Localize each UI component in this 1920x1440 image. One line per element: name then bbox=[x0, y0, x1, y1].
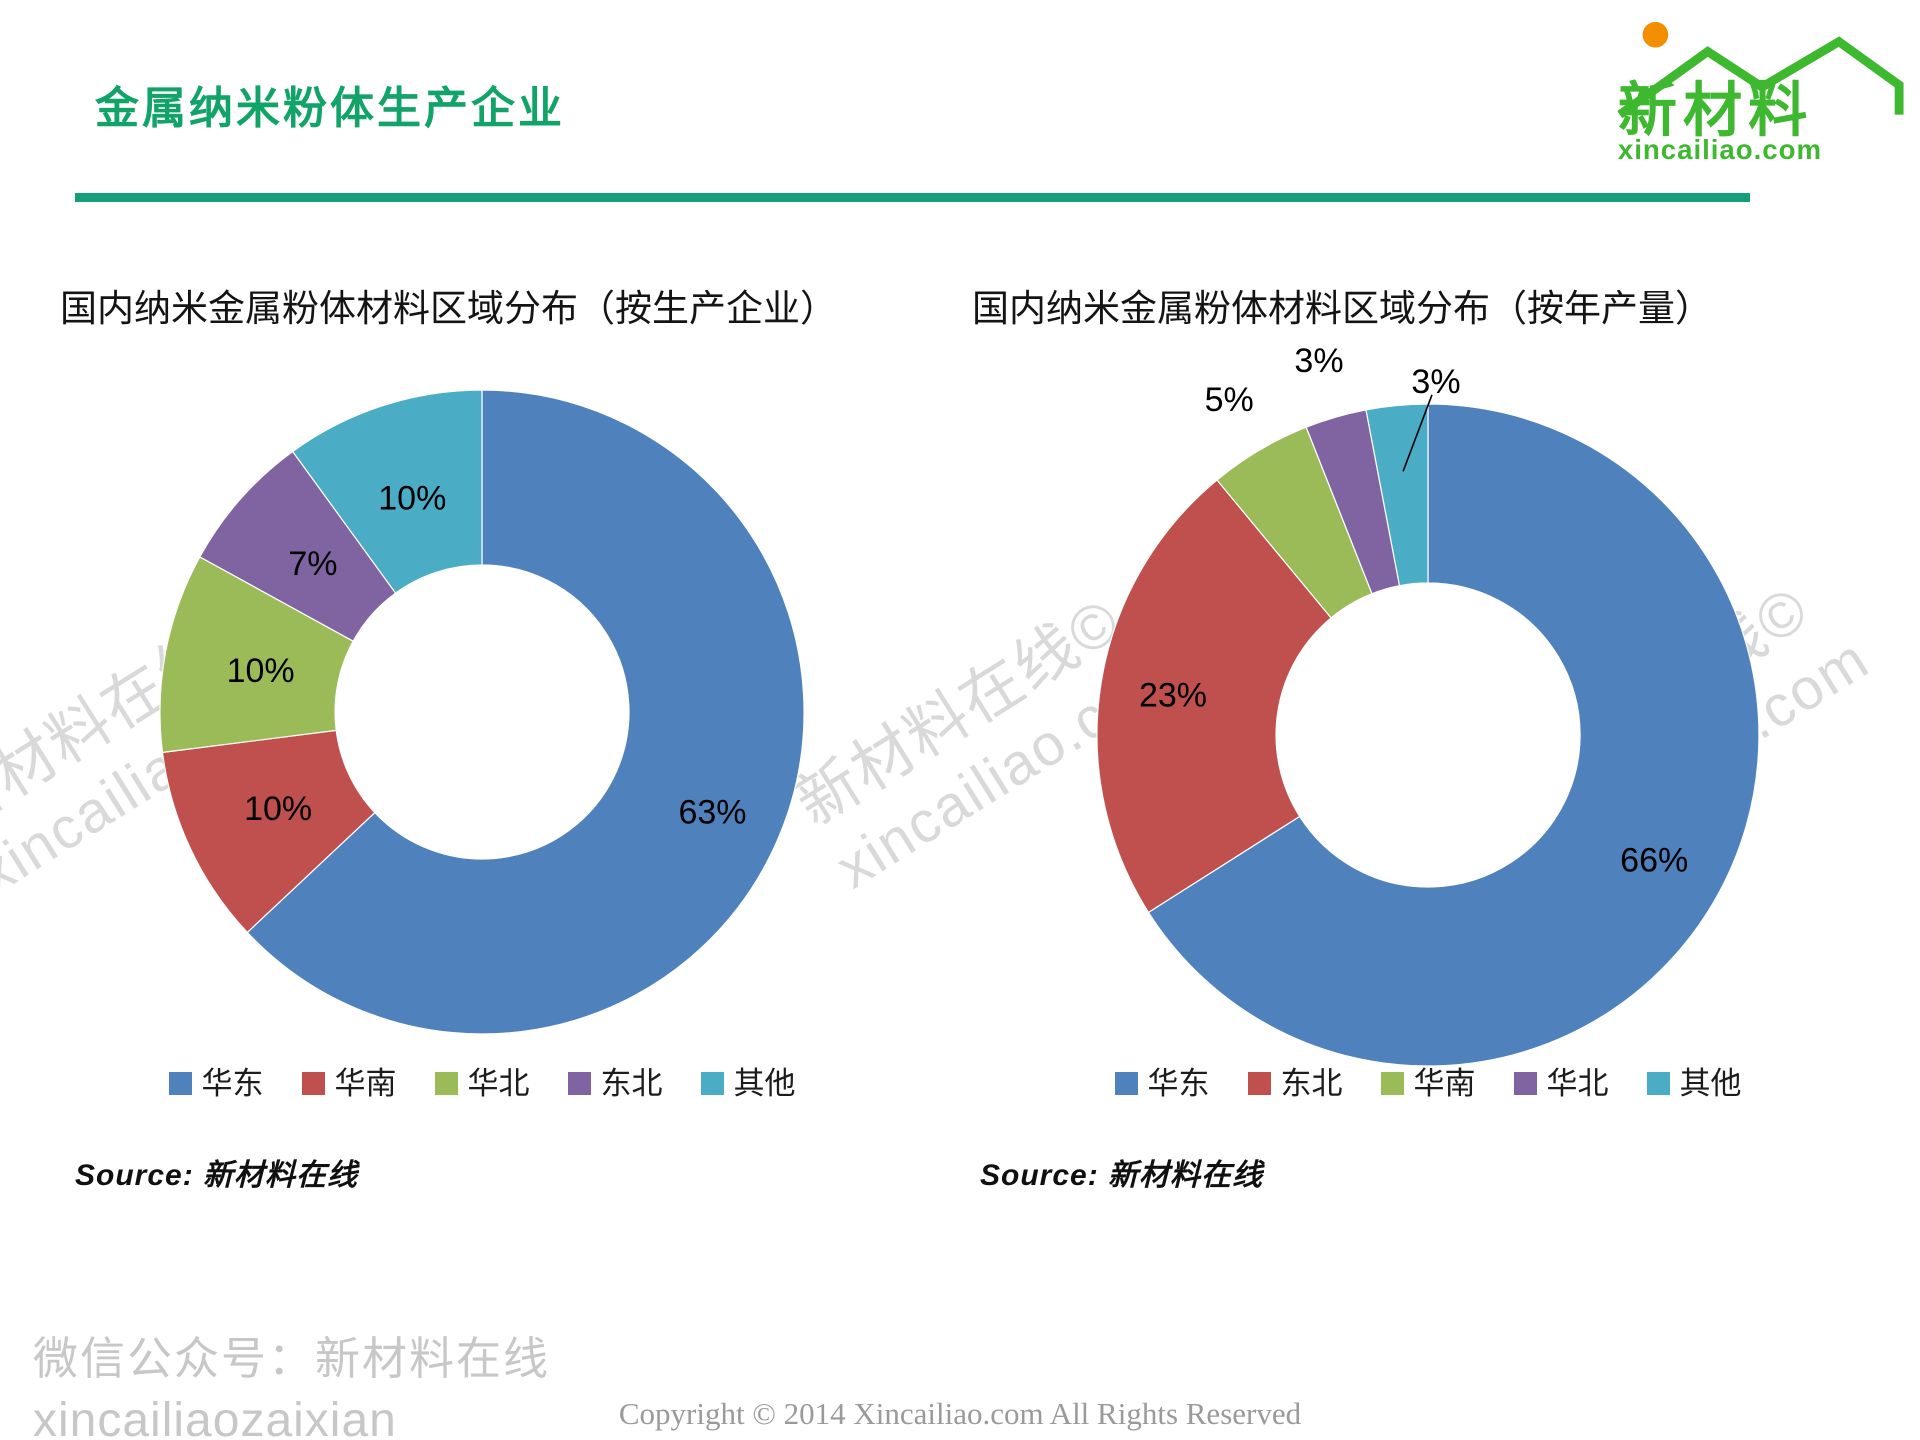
legend-swatch bbox=[434, 1072, 458, 1095]
legend-swatch bbox=[1114, 1072, 1138, 1095]
wechat-account-note: 微信公众号：新材料在线 xincailiaozaixian bbox=[33, 1322, 550, 1440]
slice-label-华南: 10% bbox=[244, 790, 312, 828]
page-title: 金属纳米粉体生产企业 bbox=[95, 84, 565, 133]
legend-item-其他: 其他 bbox=[700, 1066, 796, 1101]
legend-swatch bbox=[1513, 1072, 1537, 1095]
source-value: 新材料在线 bbox=[1108, 1159, 1264, 1192]
legend-item-其他: 其他 bbox=[1646, 1066, 1742, 1101]
donut-slice-华东 bbox=[246, 389, 805, 1035]
legend-label: 东北 bbox=[600, 1066, 663, 1101]
legend-item-华南: 华南 bbox=[1380, 1066, 1476, 1101]
donut-chart-by-output: 66% 23% 5% 3% 3% bbox=[1096, 342, 1760, 1067]
legend-swatch bbox=[301, 1072, 325, 1095]
source-note-right: Source: 新材料在线 bbox=[980, 1150, 1263, 1194]
legend-item-华南: 华南 bbox=[301, 1066, 397, 1101]
donut-hole bbox=[1274, 581, 1582, 889]
chart-title-by-output: 国内纳米金属粉体材料区域分布（按年产量） bbox=[972, 288, 1712, 329]
legend-item-华东: 华东 bbox=[1114, 1066, 1210, 1101]
copyright-note: Copyright © 2014 Xincailiao.com All Righ… bbox=[618, 1396, 1302, 1431]
legend-swatch bbox=[1646, 1072, 1670, 1095]
donut-hole bbox=[333, 563, 631, 861]
legend-label: 华东 bbox=[1147, 1066, 1210, 1101]
legend-item-东北: 东北 bbox=[1247, 1066, 1343, 1101]
legend-swatch bbox=[168, 1072, 192, 1095]
wechat-line1: 微信公众号：新材料在线 bbox=[33, 1333, 551, 1384]
legend-item-东北: 东北 bbox=[567, 1066, 663, 1101]
legend-label: 其他 bbox=[733, 1066, 796, 1101]
source-label: Source: bbox=[75, 1159, 194, 1192]
legend-swatch bbox=[567, 1072, 591, 1095]
legend-item-华北: 华北 bbox=[1513, 1066, 1609, 1101]
legend-item-华北: 华北 bbox=[434, 1066, 530, 1101]
logo: 新材料 xincailiao.com bbox=[1617, 21, 1904, 164]
title-underline bbox=[75, 193, 1750, 202]
legend-item-华东: 华东 bbox=[168, 1066, 264, 1101]
wechat-line2: xincailiaozaixian bbox=[33, 1394, 397, 1440]
legend-swatch bbox=[700, 1072, 724, 1095]
source-label: Source: bbox=[980, 1159, 1099, 1192]
legend-by-output: 华东 东北 华南 华北 其他 bbox=[1048, 1068, 1808, 1099]
source-note-left: Source: 新材料在线 bbox=[75, 1150, 358, 1194]
donut-slice-东北 bbox=[1096, 479, 1332, 914]
slice-label-华东: 66% bbox=[1620, 841, 1688, 879]
slice-label-华北: 10% bbox=[227, 652, 295, 690]
legend-swatch bbox=[1247, 1072, 1271, 1095]
slice-label-华南: 5% bbox=[1205, 381, 1254, 419]
legend-by-producer: 华东 华南 华北 东北 其他 bbox=[102, 1068, 862, 1099]
donut-slice-华东 bbox=[1147, 403, 1760, 1067]
legend-label: 东北 bbox=[1280, 1066, 1343, 1101]
legend-label: 华南 bbox=[1413, 1066, 1476, 1101]
source-value: 新材料在线 bbox=[203, 1159, 359, 1192]
slice-label-华北: 3% bbox=[1294, 342, 1343, 380]
slice-label-东北: 7% bbox=[288, 545, 337, 583]
chart-title-by-producer: 国内纳米金属粉体材料区域分布（按生产企业） bbox=[60, 288, 837, 329]
legend-label: 华南 bbox=[334, 1066, 397, 1101]
slice-label-其他: 10% bbox=[378, 480, 446, 518]
sun-icon bbox=[1642, 21, 1669, 48]
roof-icon bbox=[1617, 36, 1904, 119]
legend-label: 华北 bbox=[467, 1066, 530, 1101]
logo-domain: xincailiao.com bbox=[1618, 134, 1822, 164]
slice-label-其他: 3% bbox=[1411, 363, 1460, 401]
donut-slice-其他 bbox=[291, 389, 483, 594]
donut-chart-by-producer: 63% 10% 10% 7% 10% bbox=[159, 389, 805, 1035]
legend-label: 其他 bbox=[1679, 1066, 1742, 1101]
legend-label: 华东 bbox=[201, 1066, 264, 1101]
donut-slice-其他 bbox=[1365, 403, 1429, 587]
logo-text-cn: 新材料 bbox=[1618, 76, 1813, 143]
slice-label-东北: 23% bbox=[1139, 677, 1207, 715]
slice-label-华东: 63% bbox=[678, 794, 746, 832]
label-leader-line bbox=[1402, 394, 1433, 472]
legend-label: 华北 bbox=[1546, 1066, 1609, 1101]
legend-swatch bbox=[1380, 1072, 1404, 1095]
